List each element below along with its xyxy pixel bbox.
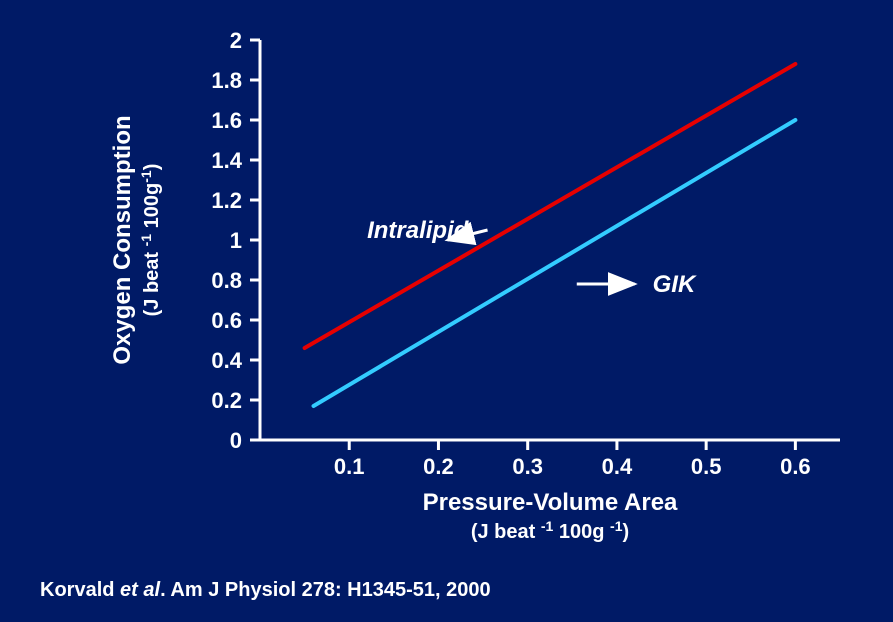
svg-text:0.3: 0.3 bbox=[512, 454, 543, 479]
series-intralipid bbox=[305, 64, 796, 348]
svg-text:0.4: 0.4 bbox=[211, 348, 242, 373]
svg-text:Oxygen Consumption: Oxygen Consumption bbox=[109, 115, 136, 364]
svg-text:0.6: 0.6 bbox=[780, 454, 811, 479]
svg-text:1.4: 1.4 bbox=[211, 148, 242, 173]
svg-text:0.8: 0.8 bbox=[211, 268, 242, 293]
slide: 0 0.2 0.4 0.6 0.8 1 1.2 1.4 1.6 1.8 2 0.1 0.2 0.3 0.4 0… bbox=[0, 0, 893, 622]
svg-text:2: 2 bbox=[230, 28, 242, 53]
svg-text:1.6: 1.6 bbox=[211, 108, 242, 133]
citation: Korvald et al. Am J Physiol 278: H1345-5… bbox=[40, 579, 491, 602]
svg-text:0.2: 0.2 bbox=[211, 388, 242, 413]
svg-text:0.4: 0.4 bbox=[602, 454, 633, 479]
svg-text:1.2: 1.2 bbox=[211, 188, 242, 213]
svg-text:0.5: 0.5 bbox=[691, 454, 722, 479]
svg-text:(J beat -1 100g-1): (J beat -1 100g-1) bbox=[138, 164, 163, 317]
series-gik bbox=[314, 120, 796, 406]
series-label-intralipid: Intralipid bbox=[367, 217, 470, 244]
svg-text:(J beat -1 100g -1): (J beat -1 100g -1) bbox=[471, 518, 629, 543]
svg-text:Pressure-Volume Area: Pressure-Volume Area bbox=[423, 489, 678, 516]
chart-container: 0 0.2 0.4 0.6 0.8 1 1.2 1.4 1.6 1.8 2 0.1 0.2 0.3 0.4 0… bbox=[60, 20, 860, 550]
citation-author: Korvald bbox=[40, 579, 120, 601]
citation-etal: et al bbox=[120, 579, 160, 601]
series-label-gik: GIK bbox=[653, 271, 697, 298]
svg-text:0: 0 bbox=[230, 428, 242, 453]
line-chart: 0 0.2 0.4 0.6 0.8 1 1.2 1.4 1.6 1.8 2 0.1 0.2 0.3 0.4 0… bbox=[60, 20, 860, 550]
citation-rest: . Am J Physiol 278: H1345-51, 2000 bbox=[160, 579, 491, 601]
svg-text:1.8: 1.8 bbox=[211, 68, 242, 93]
svg-text:1: 1 bbox=[230, 228, 242, 253]
svg-text:0.2: 0.2 bbox=[423, 454, 454, 479]
svg-text:0.1: 0.1 bbox=[334, 454, 365, 479]
svg-text:0.6: 0.6 bbox=[211, 308, 242, 333]
